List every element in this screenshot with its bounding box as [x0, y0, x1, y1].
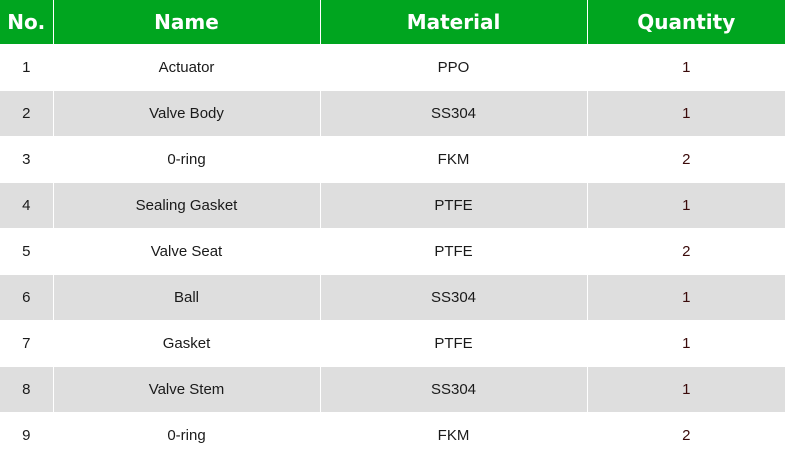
- cell-material: FKM: [320, 413, 587, 458]
- cell-quantity: 1: [587, 183, 785, 229]
- cell-name: 0-ring: [53, 413, 320, 458]
- cell-quantity: 1: [587, 367, 785, 413]
- cell-name: Valve Body: [53, 91, 320, 137]
- cell-quantity: 2: [587, 137, 785, 183]
- cell-no: 2: [0, 91, 53, 137]
- cell-name: Actuator: [53, 45, 320, 91]
- cell-quantity: 2: [587, 413, 785, 458]
- cell-no: 6: [0, 275, 53, 321]
- cell-no: 1: [0, 45, 53, 91]
- cell-name: Ball: [53, 275, 320, 321]
- cell-name: Gasket: [53, 321, 320, 367]
- cell-no: 4: [0, 183, 53, 229]
- cell-no: 5: [0, 229, 53, 275]
- cell-quantity: 1: [587, 45, 785, 91]
- cell-name: Valve Stem: [53, 367, 320, 413]
- header-no: No.: [0, 0, 53, 45]
- cell-material: SS304: [320, 91, 587, 137]
- cell-material: FKM: [320, 137, 587, 183]
- cell-quantity: 1: [587, 91, 785, 137]
- cell-material: SS304: [320, 367, 587, 413]
- cell-material: PTFE: [320, 321, 587, 367]
- header-name: Name: [53, 0, 320, 45]
- cell-material: PPO: [320, 45, 587, 91]
- cell-quantity: 1: [587, 321, 785, 367]
- cell-no: 7: [0, 321, 53, 367]
- cell-no: 3: [0, 137, 53, 183]
- cell-material: PTFE: [320, 183, 587, 229]
- cell-quantity: 1: [587, 275, 785, 321]
- cell-name: Sealing Gasket: [53, 183, 320, 229]
- cell-material: PTFE: [320, 229, 587, 275]
- cell-quantity: 2: [587, 229, 785, 275]
- header-row: No. Name Material Quantity: [0, 0, 785, 45]
- cell-material: SS304: [320, 275, 587, 321]
- header-material: Material: [320, 0, 587, 45]
- cell-name: Valve Seat: [53, 229, 320, 275]
- cell-no: 9: [0, 413, 53, 458]
- cell-name: 0-ring: [53, 137, 320, 183]
- cell-no: 8: [0, 367, 53, 413]
- header-quantity: Quantity: [587, 0, 785, 45]
